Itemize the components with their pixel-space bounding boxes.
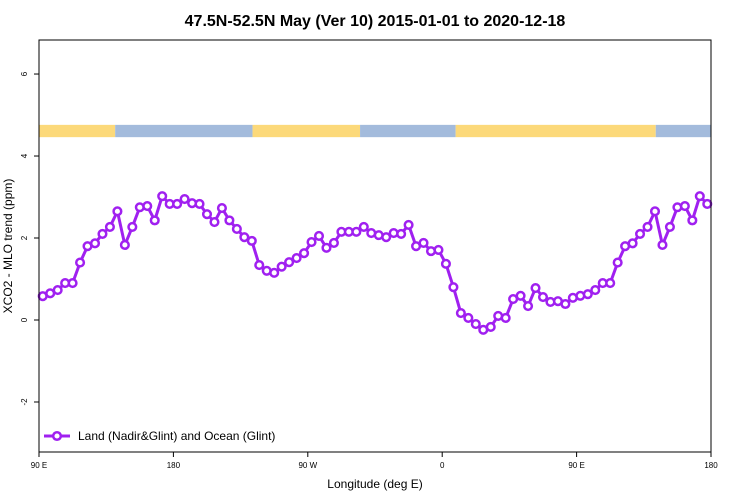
- x-axis-label: Longitude (deg E): [327, 477, 422, 491]
- surface-strip-segment: [39, 124, 116, 138]
- surface-strip-segment: [455, 124, 656, 138]
- data-point: [500, 312, 511, 323]
- data-point: [67, 278, 78, 289]
- data-point: [299, 248, 310, 259]
- data-point: [418, 237, 429, 248]
- data-point: [306, 237, 317, 248]
- data-point: [127, 221, 138, 232]
- data-point: [381, 232, 392, 243]
- data-point: [440, 258, 451, 269]
- data-point: [358, 221, 369, 232]
- data-point: [642, 221, 653, 232]
- data-point: [649, 206, 661, 217]
- data-point: [194, 198, 205, 210]
- data-point: [276, 261, 287, 272]
- data-point: [313, 230, 325, 242]
- y-tick-label: -2: [20, 398, 29, 406]
- data-point: [605, 278, 616, 289]
- data-point: [119, 239, 130, 251]
- x-tick-label: 180: [167, 461, 181, 470]
- data-point: [157, 191, 168, 202]
- chart-title: 47.5N-52.5N May (Ver 10) 2015-01-01 to 2…: [185, 13, 566, 30]
- data-point: [582, 289, 593, 300]
- data-point: [396, 228, 407, 239]
- data-point: [687, 215, 698, 226]
- data-point: [246, 235, 257, 246]
- legend-marker: [51, 430, 63, 442]
- data-point: [239, 232, 250, 243]
- data-point: [224, 215, 235, 226]
- data-point: [97, 228, 108, 239]
- data-point: [627, 238, 638, 249]
- data-point: [112, 206, 123, 217]
- data-point: [433, 244, 444, 255]
- x-tick-label: 180: [704, 461, 718, 470]
- data-point: [216, 203, 227, 214]
- data-point: [455, 307, 466, 319]
- y-tick-label: 6: [20, 71, 29, 76]
- data-point: [328, 237, 339, 248]
- surface-strip-segment: [655, 124, 711, 138]
- data-point: [201, 209, 213, 220]
- data-point: [448, 282, 459, 293]
- data-point: [485, 321, 496, 333]
- x-tick-label: 90 W: [298, 461, 317, 470]
- data-point: [635, 228, 646, 239]
- data-point: [470, 319, 481, 330]
- series-line: [42, 194, 709, 332]
- data-point: [149, 215, 160, 226]
- x-tick-label: 90 E: [31, 461, 47, 470]
- data-point: [590, 285, 601, 296]
- plot-frame: [38, 39, 712, 453]
- data-point: [694, 191, 705, 202]
- surface-strip-segment: [360, 124, 456, 138]
- data-point: [104, 221, 115, 232]
- data-point: [142, 200, 153, 212]
- data-point: [351, 226, 362, 237]
- x-tick-label: 0: [440, 461, 445, 470]
- x-tick-label: 90 E: [568, 461, 584, 470]
- data-point: [515, 290, 526, 301]
- data-point: [403, 219, 414, 230]
- data-point: [702, 198, 713, 210]
- data-point: [209, 216, 220, 228]
- data-point: [612, 257, 623, 268]
- surface-strip-segment: [252, 124, 361, 138]
- data-point: [89, 238, 101, 249]
- data-point: [530, 282, 541, 294]
- y-tick-label: 2: [20, 235, 29, 240]
- data-point: [269, 267, 280, 278]
- data-point: [254, 260, 265, 271]
- data-point: [231, 223, 242, 235]
- data-point: [75, 257, 86, 268]
- data-point: [523, 301, 534, 312]
- data-point: [291, 253, 302, 264]
- data-point: [52, 285, 63, 296]
- data-point: [321, 242, 332, 253]
- data-point: [463, 312, 474, 323]
- data-point: [679, 200, 690, 212]
- data-point: [560, 298, 571, 310]
- legend-label: Land (Nadir&Glint) and Ocean (Glint): [78, 429, 275, 443]
- y-tick-label: 0: [20, 317, 29, 322]
- data-point: [172, 198, 183, 210]
- y-axis-label: XCO2 - MLO trend (ppm): [1, 179, 15, 314]
- data-point: [657, 239, 668, 251]
- data-point: [179, 194, 190, 205]
- data-point: [664, 221, 675, 232]
- data-point: [537, 291, 549, 303]
- y-tick-label: 4: [20, 153, 29, 158]
- data-point: [284, 257, 295, 268]
- surface-strip-segment: [115, 124, 253, 138]
